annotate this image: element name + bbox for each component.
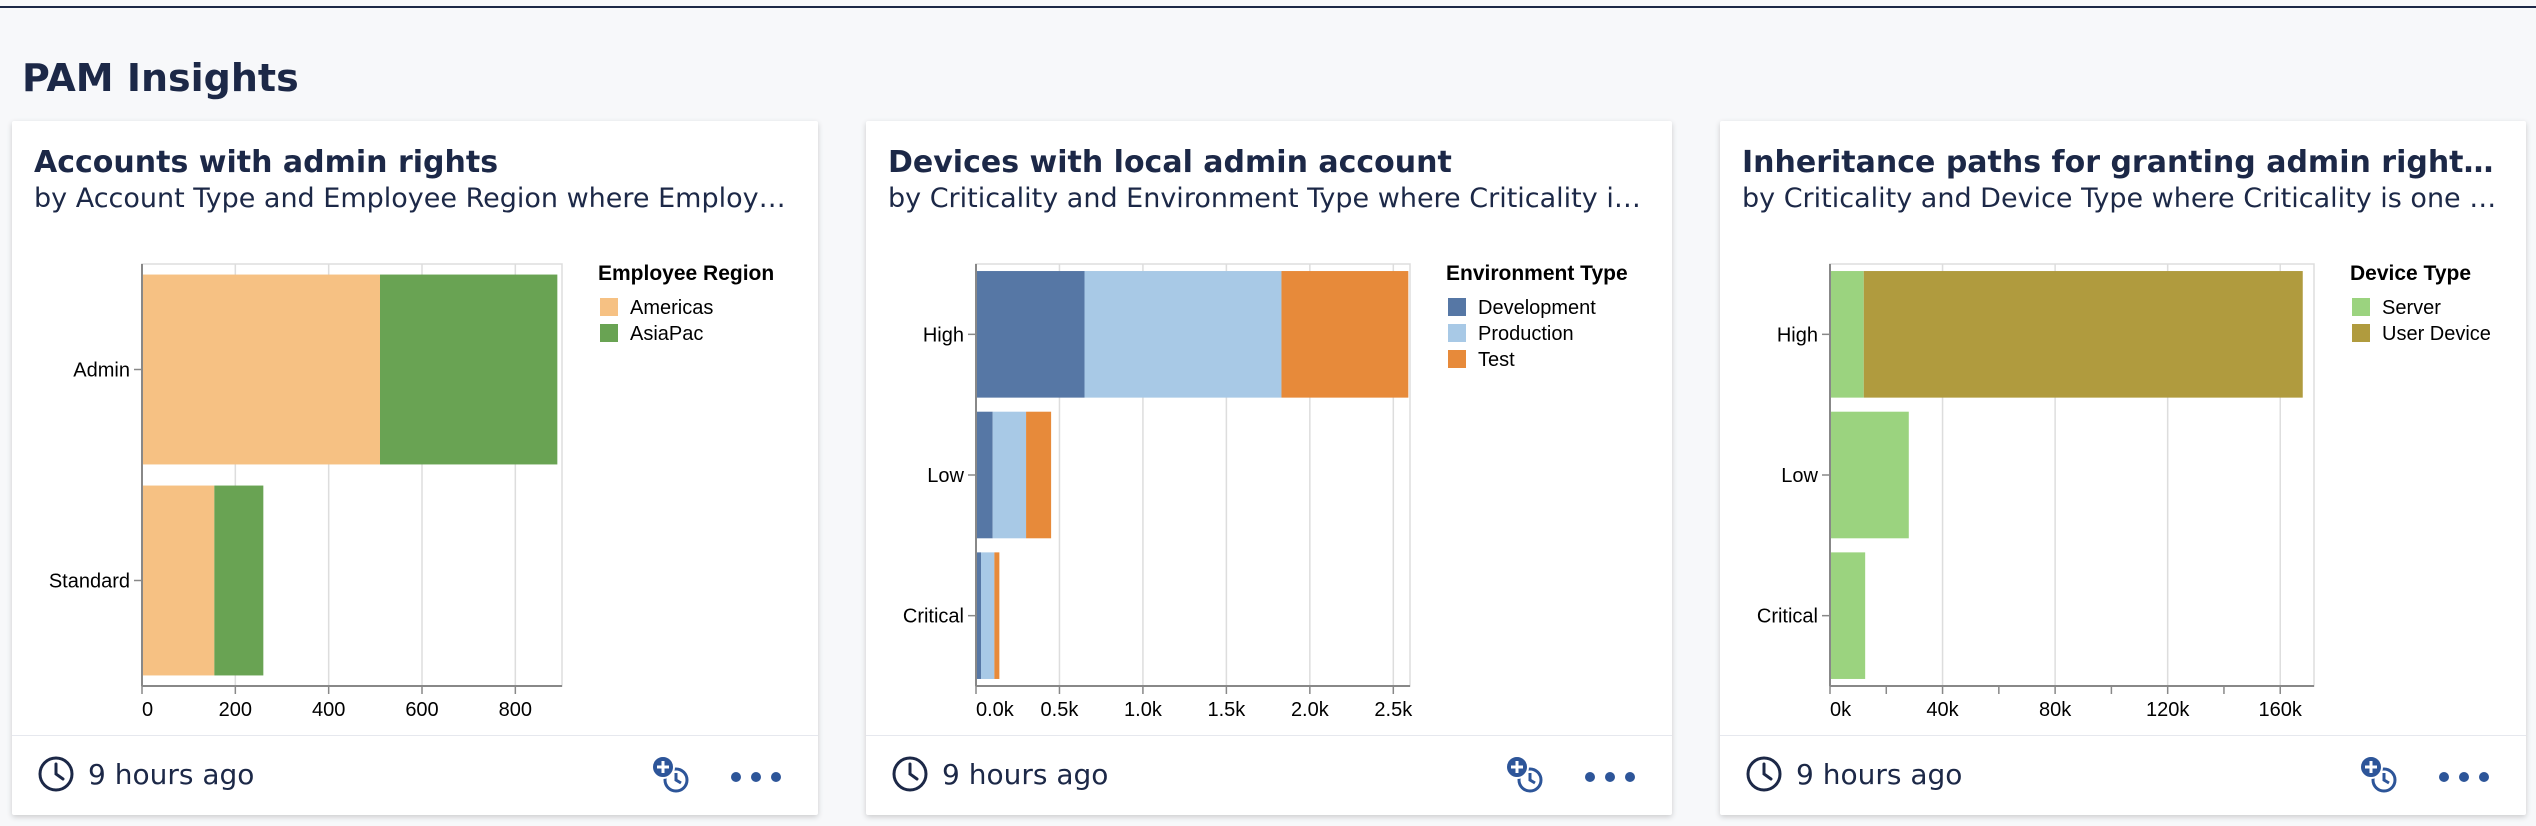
legend-title: Environment Type — [1446, 262, 1628, 285]
legend-label[interactable]: Server — [2382, 297, 2441, 319]
y-tick-label: Admin — [73, 360, 130, 382]
insight-card-admin-accounts: Accounts with admin rights by Account Ty… — [12, 121, 818, 815]
card-subtitle: by Account Type and Employee Region wher… — [34, 183, 794, 214]
y-tick-label: High — [923, 324, 964, 346]
x-tick-label: 0k — [1830, 699, 1852, 721]
legend-title: Device Type — [2350, 262, 2471, 285]
card-footer: 9 hours ago — [1720, 735, 2526, 816]
x-tick-label: 2.5k — [1374, 699, 1413, 721]
card-subtitle: by Criticality and Device Type where Cri… — [1742, 183, 2502, 214]
clock-icon — [892, 756, 928, 792]
bar-server[interactable] — [1830, 552, 1866, 679]
card-subtitle: by Criticality and Environment Type wher… — [888, 183, 1648, 214]
y-tick-label: Critical — [903, 606, 964, 628]
card-title[interactable]: Accounts with admin rights — [34, 145, 499, 180]
legend-swatch — [600, 324, 618, 342]
bar-server[interactable] — [1830, 411, 1909, 539]
legend-title: Employee Region — [598, 262, 774, 285]
legend-swatch — [1448, 298, 1466, 316]
card-footer: 9 hours ago — [12, 735, 818, 816]
bar-development[interactable] — [976, 271, 1085, 398]
y-tick-label: Low — [1781, 465, 1818, 487]
x-tick-label: 0 — [142, 699, 153, 721]
legend-swatch — [1448, 324, 1466, 342]
card-footer: 9 hours ago — [866, 735, 1672, 816]
x-tick-label: 1.5k — [1207, 699, 1246, 721]
insight-card-local-admin-devices: Devices with local admin account by Crit… — [866, 121, 1672, 815]
bar-production[interactable] — [1084, 271, 1282, 398]
clock-icon — [1746, 756, 1782, 792]
more-options-icon[interactable] — [1580, 762, 1640, 792]
x-tick-label: 200 — [219, 699, 252, 721]
x-tick-label: 2.0k — [1291, 699, 1330, 721]
bar-test[interactable] — [1281, 271, 1409, 398]
y-tick-label: High — [1777, 324, 1818, 346]
section-title: PAM Insights — [22, 56, 299, 100]
bar-production[interactable] — [981, 552, 995, 679]
x-tick-label: 120k — [2146, 699, 2190, 721]
more-options-icon[interactable] — [2434, 762, 2494, 792]
legend-label[interactable]: Production — [1478, 323, 1574, 345]
last-updated-text: 9 hours ago — [1796, 758, 1963, 791]
legend-swatch — [1448, 350, 1466, 368]
card-title[interactable]: Devices with local admin account — [888, 145, 1452, 180]
bar-chart: High Low Critical 0.0k 0.5k 1.0k 1.5k 2.0k 2.5k E… — [903, 262, 1628, 721]
bar-production[interactable] — [992, 411, 1027, 539]
legend-label[interactable]: AsiaPac — [630, 323, 703, 345]
bar-server[interactable] — [1830, 271, 1864, 398]
x-tick-label: 600 — [405, 699, 438, 721]
x-tick-label: 0.0k — [976, 699, 1015, 721]
bar-americas[interactable] — [142, 274, 380, 465]
legend-swatch — [600, 298, 618, 316]
legend-label[interactable]: Test — [1478, 349, 1515, 371]
y-tick-label: Low — [927, 465, 964, 487]
x-tick-label: 400 — [312, 699, 345, 721]
bar-americas[interactable] — [142, 485, 215, 676]
bar-development[interactable] — [976, 411, 993, 539]
x-tick-label: 800 — [499, 699, 532, 721]
bar-asiapac[interactable] — [380, 274, 558, 465]
x-tick-label: 1.0k — [1124, 699, 1163, 721]
more-options-icon[interactable] — [726, 762, 786, 792]
x-tick-label: 40k — [1926, 699, 1959, 721]
y-tick-label: Critical — [1757, 606, 1818, 628]
x-tick-label: 80k — [2039, 699, 2072, 721]
top-divider — [0, 6, 2536, 8]
bar-development[interactable] — [976, 552, 982, 679]
bar-user-device[interactable] — [1863, 271, 2303, 398]
add-to-dashboard-icon[interactable] — [648, 752, 694, 798]
x-tick-label: 0.5k — [1041, 699, 1080, 721]
legend-swatch — [2352, 298, 2370, 316]
card-title[interactable]: Inheritance paths for granting admin rig… — [1742, 145, 2502, 180]
legend-label[interactable]: User Device — [2382, 323, 2491, 345]
add-to-dashboard-icon[interactable] — [1502, 752, 1548, 798]
y-tick-label: Standard — [49, 571, 130, 593]
insight-card-inheritance-paths: Inheritance paths for granting admin rig… — [1720, 121, 2526, 815]
legend-label[interactable]: Americas — [630, 297, 713, 319]
bar-asiapac[interactable] — [214, 485, 264, 676]
bar-test[interactable] — [994, 552, 1000, 679]
last-updated-text: 9 hours ago — [942, 758, 1109, 791]
bar-test[interactable] — [1026, 411, 1052, 539]
add-to-dashboard-icon[interactable] — [2356, 752, 2402, 798]
legend-label[interactable]: Development — [1478, 297, 1596, 319]
clock-icon — [38, 756, 74, 792]
legend-swatch — [2352, 324, 2370, 342]
x-tick-label: 160k — [2259, 699, 2303, 721]
last-updated-text: 9 hours ago — [88, 758, 255, 791]
bar-chart: High Low Critical 0k 40k 80k 120k 160k Device Ty… — [1757, 262, 2491, 721]
bar-chart: Admin Standard 0 200 400 600 800 Employee Regio… — [49, 262, 774, 721]
